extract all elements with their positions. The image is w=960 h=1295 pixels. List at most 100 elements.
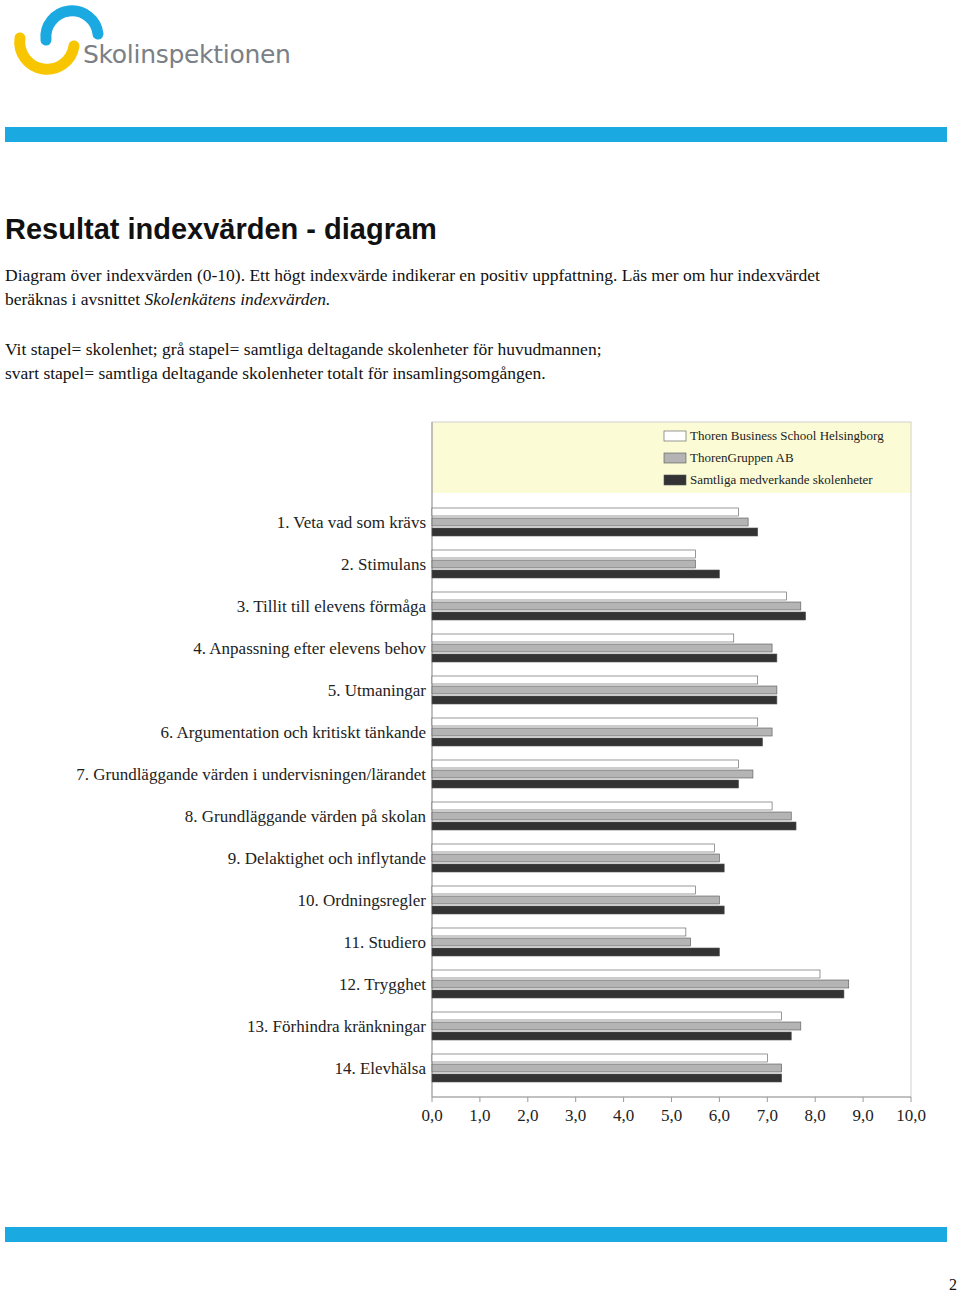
legend-swatch [664,453,686,463]
logo-text: Skolinspektionen [83,40,291,69]
tick-label: 0,0 [421,1106,442,1125]
bar [432,1012,782,1020]
bar [432,760,739,768]
tick-label: 5,0 [661,1106,682,1125]
bar [432,970,820,978]
category-label: 10. Ordningsregler [298,891,427,910]
tick-mark [527,1097,528,1102]
bar [432,770,753,778]
bar [432,1054,767,1062]
category-label: 13. Förhindra kränkningar [247,1017,426,1036]
legend-label: ThorenGruppen AB [690,450,794,465]
legend-label: Samtliga medverkande skolenheter [690,472,873,487]
bar [432,696,777,704]
tick-label: 6,0 [709,1106,730,1125]
bar [432,886,695,894]
bar [432,570,719,578]
bar [432,948,719,956]
bar [432,508,739,516]
tick-mark [911,1097,912,1102]
bar [432,550,695,558]
bar [432,602,801,610]
bar [432,1022,801,1030]
tick-label: 9,0 [852,1106,873,1125]
chart: 1. Veta vad som krävs2. Stimulans3. Till… [0,410,960,1130]
bar [432,938,691,946]
key-line: Vit stapel= skolenhet; grå stapel= samtl… [5,339,602,360]
bar [432,644,772,652]
plot-frame [432,422,911,1097]
row-separator [40,962,430,964]
bar [432,612,806,620]
bar [432,864,724,872]
category-label: 4. Anpassning efter elevens behov [193,639,426,658]
category-label: 11. Studiero [344,933,426,952]
tick-mark [479,1097,480,1102]
legend-swatch [664,475,686,485]
category-label: 9. Delaktighet och inflytande [228,849,426,868]
row-separator [40,1046,430,1048]
tick-label: 8,0 [805,1106,826,1125]
legend-background [432,422,911,493]
category-label: 1. Veta vad som krävs [277,513,426,532]
row-separator [40,836,430,838]
row-separator [40,626,430,628]
bar [432,844,715,852]
category-label: 14. Elevhälsa [334,1059,426,1078]
bar [432,980,849,988]
bar [432,1074,782,1082]
tick-mark [575,1097,576,1102]
row-separator [40,1004,430,1006]
category-label: 7. Grundläggande värden i undervisningen… [76,765,426,784]
bar [432,906,724,914]
tick-mark [863,1097,864,1102]
intro-text: beräknas i avsnittet [5,289,144,309]
bar [432,718,758,726]
bar [432,654,777,662]
bar [432,928,686,936]
top-band [5,127,947,142]
bottom-band [5,1227,947,1242]
key-line: svart stapel= samtliga deltagande skolen… [5,363,546,384]
legend-label: Thoren Business School Helsingborg [690,428,884,443]
row-separator [40,794,430,796]
tick-label: 10,0 [896,1106,926,1125]
row-separator [40,878,430,880]
bar [432,780,739,788]
bar [432,518,748,526]
category-label: 3. Tillit till elevens förmåga [237,597,427,616]
tick-mark [815,1097,816,1102]
bar [432,990,844,998]
bar [432,528,758,536]
bar [432,896,719,904]
bar [432,802,772,810]
tick-label: 3,0 [565,1106,586,1125]
row-separator [40,668,430,670]
logo-arc-blue [46,11,98,40]
bar [432,738,763,746]
tick-mark [432,1097,433,1102]
bar [432,560,695,568]
tick-mark [719,1097,720,1102]
page-number: 2 [949,1276,957,1294]
tick-label: 2,0 [517,1106,538,1125]
category-label: 6. Argumentation och kritiskt tänkande [160,723,426,742]
category-label: 5. Utmaningar [328,681,427,700]
tick-label: 1,0 [469,1106,490,1125]
category-label: 8. Grundläggande värden på skolan [185,807,427,826]
bar [432,1032,791,1040]
row-separator [40,920,430,922]
category-label: 12. Trygghet [339,975,426,994]
tick-mark [623,1097,624,1102]
bar [432,1064,782,1072]
bar [432,822,796,830]
row-separator [40,584,430,586]
bar [432,854,719,862]
legend-swatch [664,431,686,441]
intro-line: beräknas i avsnittet Skolenkätens indexv… [5,289,330,310]
tick-label: 4,0 [613,1106,634,1125]
row-separator [40,752,430,754]
bar [432,592,786,600]
tick-label: 7,0 [757,1106,778,1125]
bar [432,686,777,694]
